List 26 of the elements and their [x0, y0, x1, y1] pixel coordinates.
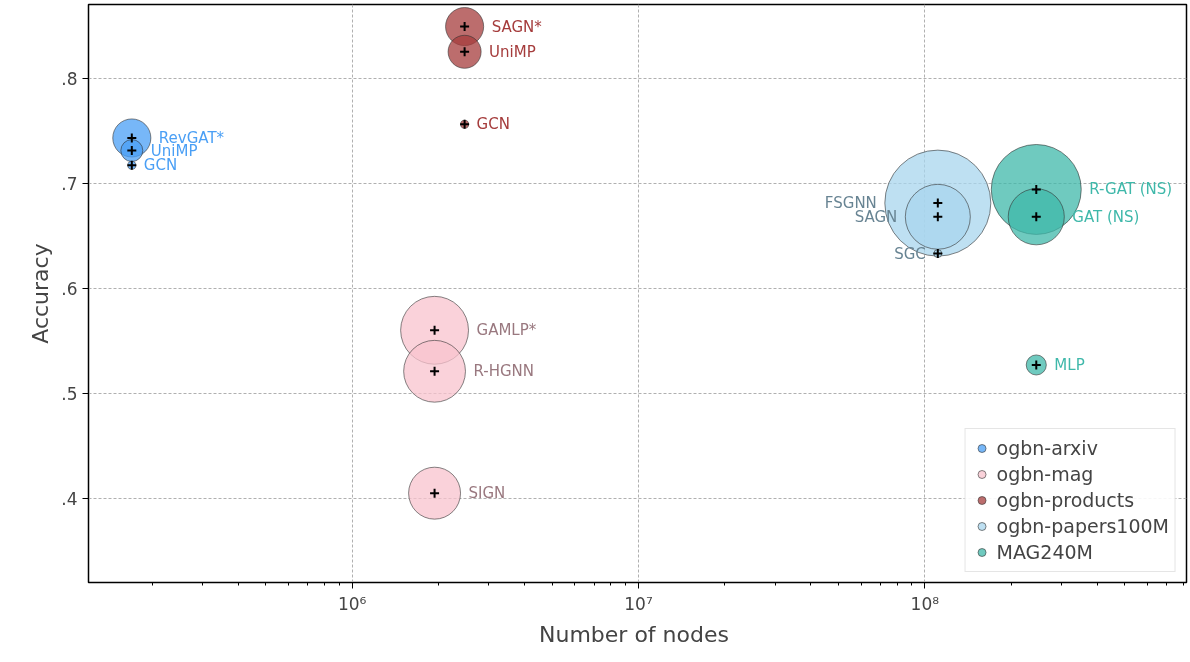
- data-label: GAMLP*: [476, 321, 537, 340]
- legend-label: ogbn-arxiv: [996, 436, 1098, 461]
- y-tick-label: .6: [61, 278, 78, 299]
- legend-label: ogbn-papers100M: [996, 514, 1169, 539]
- legend-label: ogbn-products: [996, 488, 1135, 513]
- x-axis-title: Number of nodes: [539, 621, 729, 647]
- data-label: GCN: [143, 156, 178, 175]
- data-label: R-GAT (NS): [1089, 180, 1173, 199]
- x-tick-label: 10⁷: [624, 593, 653, 614]
- data-label: MLP: [1054, 355, 1085, 374]
- data-label: GAT (NS): [1072, 207, 1140, 226]
- data-label: SIGN: [468, 484, 506, 503]
- legend-label: ogbn-mag: [996, 462, 1094, 487]
- x-tick-label: 10⁶: [337, 593, 367, 614]
- data-label: R-HGNN: [473, 362, 535, 381]
- data-label: GCN: [476, 115, 510, 134]
- data-label: UniMP: [489, 42, 536, 61]
- y-tick-label: .5: [61, 383, 78, 404]
- data-label: SAGN*: [491, 17, 543, 36]
- y-tick-label: .8: [61, 68, 78, 89]
- legend-label: MAG240M: [996, 540, 1093, 565]
- y-axis-title: Accuracy: [28, 243, 54, 344]
- x-tick-label: 10⁸: [910, 593, 940, 614]
- data-label: SGC: [894, 244, 926, 263]
- y-tick-label: .7: [61, 173, 78, 194]
- y-tick-label: .4: [61, 488, 78, 509]
